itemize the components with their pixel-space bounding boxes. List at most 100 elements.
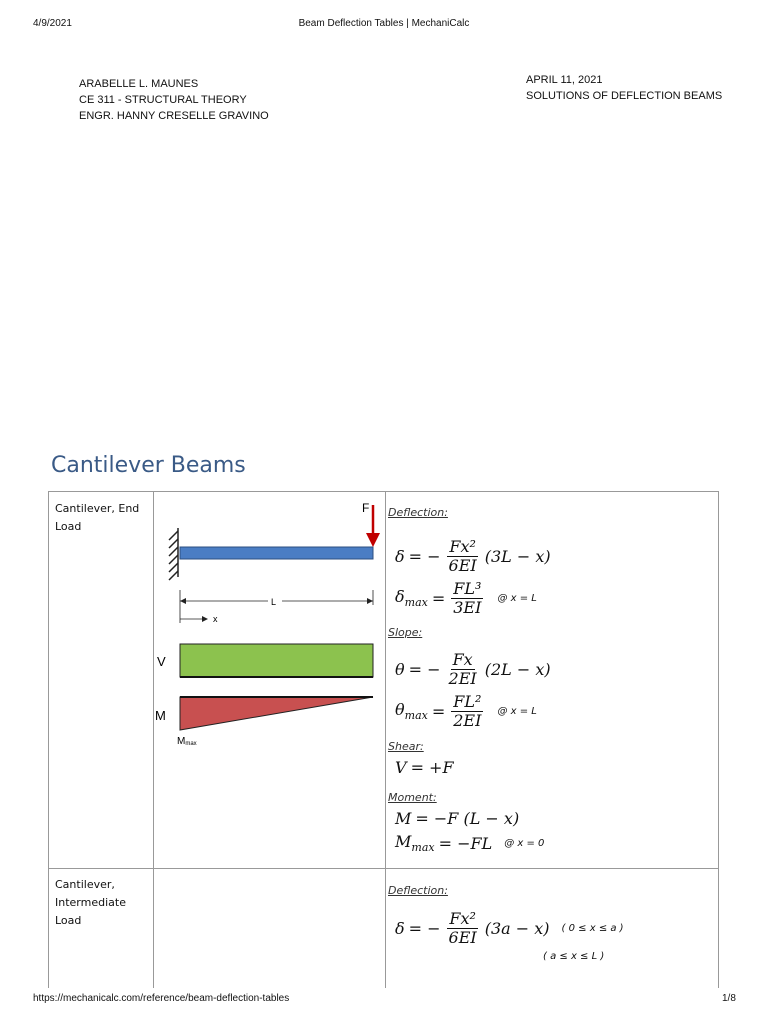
symbol: Mmax: [395, 832, 435, 854]
formula: V = +F: [395, 758, 454, 777]
formula: Slope:: [388, 623, 422, 641]
date-line: SOLUTIONS OF DEFLECTION BEAMS: [526, 90, 723, 102]
symbol-text: θ: [395, 660, 405, 679]
fraction: FL³ 3EI: [451, 579, 484, 617]
denominator: 6EI: [448, 928, 477, 947]
formula: θmax = FL² 2EI @ x = L: [395, 693, 537, 730]
moment-diagram: [179, 696, 374, 731]
table-border: [48, 868, 719, 869]
author-line: ARABELLE L. MAUNES: [79, 78, 199, 90]
subscript: max: [404, 709, 428, 723]
rhs: (3a − x): [484, 919, 550, 938]
numerator: FL³: [451, 579, 484, 599]
symbol: θ: [395, 660, 405, 679]
force-label: F: [362, 501, 369, 515]
length-label: L: [271, 597, 276, 607]
mmax-symbol: M: [177, 736, 185, 747]
equals: =: [431, 702, 446, 721]
symbol: V: [395, 758, 407, 777]
moment-label: M: [155, 708, 166, 723]
numerator: Fx²: [447, 537, 478, 557]
numerator: Fx²: [447, 909, 478, 929]
formula: Deflection:: [388, 881, 448, 899]
table-border: [718, 491, 719, 988]
table-border: [48, 491, 49, 988]
print-title: Beam Deflection Tables | MechaniCalc: [298, 18, 470, 29]
denominator: 3EI: [453, 598, 482, 617]
fraction: Fx² 6EI: [447, 538, 479, 575]
formula: δ = − Fx² 6EI (3L − x): [395, 538, 551, 575]
formula: δ = − Fx² 6EI (3a − x) ( 0 ≤ x ≤ a ): [395, 910, 624, 947]
equals: = −FL: [438, 833, 493, 853]
table-border: [48, 491, 719, 492]
subscript: max: [404, 596, 428, 610]
equals: = −: [408, 919, 441, 938]
equals: =: [431, 589, 446, 608]
formula-heading: Moment:: [388, 791, 437, 804]
formula: Moment:: [388, 788, 437, 806]
symbol: M: [395, 809, 411, 828]
symbol-text: θ: [395, 700, 405, 720]
footer-url: https://mechanicalc.com/reference/beam-d…: [33, 993, 290, 1004]
beam-diagram: F L x V M Mmax: [155, 501, 380, 747]
row-label: Cantilever, End Load: [55, 502, 140, 533]
condition: @ x = L: [497, 706, 537, 717]
fraction: FL² 2EI: [451, 692, 484, 730]
formula: Mmax = −FL @ x = 0: [395, 832, 544, 854]
wall: [168, 528, 179, 581]
symbol: δ: [395, 919, 405, 938]
print-date: 4/9/2021: [33, 18, 72, 29]
subscript: max: [411, 841, 435, 855]
fraction: Fx 2EI: [447, 651, 479, 688]
table-border: [153, 491, 154, 988]
numerator: FL²: [451, 692, 484, 712]
rhs: (3L − x): [484, 547, 551, 566]
formula: Deflection:: [388, 503, 448, 521]
symbol-text: δ: [395, 547, 405, 566]
section-title: Cantilever Beams: [51, 453, 246, 478]
dimension: [179, 590, 374, 623]
rhs: (2L − x): [484, 660, 551, 679]
condition: @ x = 0: [504, 837, 545, 849]
denominator: 6EI: [448, 556, 477, 575]
equals: = −F (L − x): [415, 809, 520, 828]
arrowhead: [180, 598, 186, 604]
x-label: x: [213, 614, 218, 624]
arrowhead: [367, 598, 373, 604]
footer-page: 1/8: [722, 993, 736, 1004]
equals: = −: [408, 660, 441, 679]
mmax-subscript: max: [185, 741, 196, 747]
formula-heading: Slope:: [388, 626, 423, 639]
formula: δmax = FL³ 3EI @ x = L: [395, 580, 537, 617]
shear-label: V: [157, 654, 166, 669]
table-border: [385, 491, 386, 988]
fraction: Fx² 6EI: [447, 910, 479, 947]
condition: ( 0 ≤ x ≤ a ): [561, 923, 624, 934]
row-label: Cantilever, Intermediate Load: [55, 878, 126, 927]
condition: @ x = L: [497, 593, 537, 604]
equals: = −: [408, 547, 441, 566]
symbol: δmax: [395, 587, 428, 609]
symbol-text: M: [395, 832, 412, 851]
numerator: Fx: [450, 650, 475, 670]
arrowhead: [202, 616, 208, 622]
beam: [179, 546, 374, 560]
symbol: δ: [395, 547, 405, 566]
condition: ( a ≤ x ≤ L ): [543, 951, 605, 962]
author-line: ENGR. HANNY CRESELLE GRAVINO: [79, 110, 269, 122]
symbol-text: δ: [395, 919, 405, 938]
formula: M = −F (L − x): [395, 809, 519, 828]
mmax-label: Mmax: [177, 736, 197, 747]
formula-heading: Deflection:: [388, 506, 448, 519]
symbol: θmax: [395, 700, 428, 722]
symbol-text: V: [395, 758, 407, 777]
formula: ( a ≤ x ≤ L ): [535, 951, 604, 962]
shear-diagram: [179, 643, 374, 678]
formula-heading: Deflection:: [388, 884, 448, 897]
symbol-text: δ: [395, 587, 405, 607]
denominator: 2EI: [448, 669, 477, 688]
equals: = +F: [410, 758, 454, 777]
formula-heading: Shear:: [388, 740, 424, 753]
author-line: CE 311 - STRUCTURAL THEORY: [79, 94, 247, 106]
